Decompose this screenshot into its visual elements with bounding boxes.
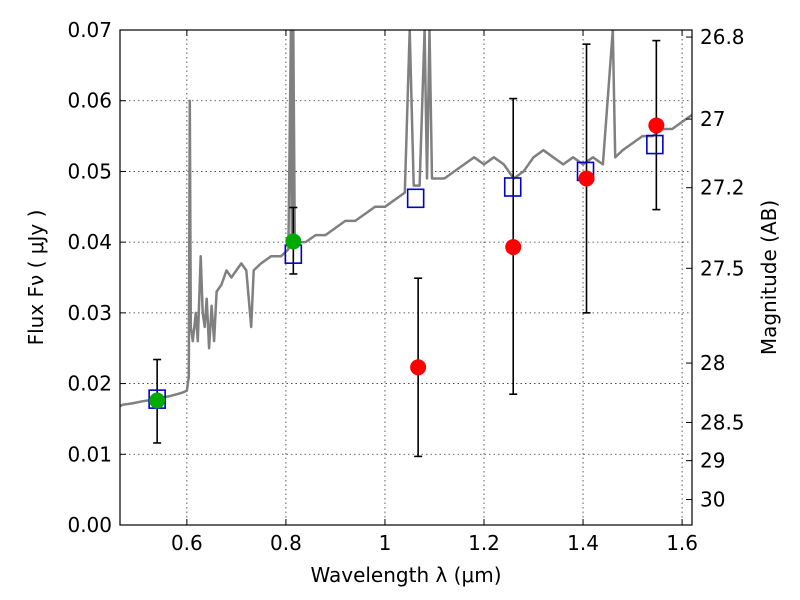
marker-layer [148,117,665,409]
y-tick-label: 0.03 [67,301,112,325]
y-tick-label: 0.07 [67,18,112,42]
x-tick-label: 0.6 [171,531,203,555]
right-axis-tick-label: 27 [700,107,725,131]
model-photometry-square [503,177,522,197]
right-axis-tick-label: 26.8 [700,25,745,49]
right-axis-tick-label: 28 [700,351,725,375]
nondetection-point [505,239,522,256]
detection-point [285,233,302,250]
model-photometry-square [646,134,664,155]
plot-frame [119,29,693,526]
y-tick-label: 0.00 [67,513,112,537]
detection-point [149,392,166,409]
x-tick-label: 1 [379,531,392,555]
spectrum-line [120,30,692,408]
x-tick-label: 1.6 [666,531,698,555]
right-axis-tick-label: 27.2 [700,176,745,200]
right-axis-title: Magnitude (AB) [757,200,781,355]
y-tick-label: 0.05 [67,159,112,183]
tick-layer: 0.6 0.8 1 1.2 1.4 1.6 0.00 0.01 0.02 0.03 0.04 0.05… [67,18,744,555]
right-axis-tick-label: 30 [700,488,725,512]
spectrum-layer [120,30,692,408]
model-photometry-square [406,188,425,209]
y-tick-label: 0.02 [67,372,112,396]
x-tick-label: 1.4 [567,531,599,555]
y-axis-title: Flux Fν ( μJy ) [24,210,48,346]
right-axis-tick-label: 29 [700,449,725,473]
y-tick-label: 0.01 [67,442,112,466]
nondetection-point [578,170,595,187]
y-tick-label: 0.06 [67,89,112,113]
y-tick-label: 0.04 [67,230,112,254]
right-axis-tick-label: 27.5 [700,256,745,280]
x-tick-label: 1.2 [468,531,500,555]
nondetection-point [410,359,427,376]
right-axis-tick-label: 28.5 [700,410,745,434]
x-axis-title: Wavelength λ (μm) [310,563,501,587]
nondetection-point [648,117,665,134]
x-tick-label: 0.8 [270,531,302,555]
